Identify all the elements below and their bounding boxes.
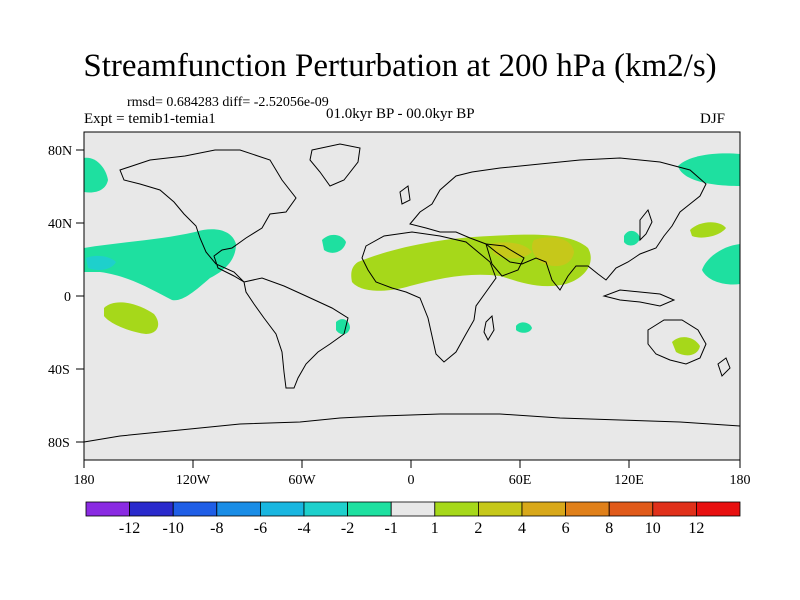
coast-north-america bbox=[119, 149, 297, 283]
rmsd-diff-stats: rmsd= 0.684283 diff= -2.52056e-09 bbox=[127, 95, 329, 110]
colorbar-label: 8 bbox=[605, 520, 613, 537]
neg-region-north-atlantic bbox=[322, 234, 346, 253]
lat-label-0: 0 bbox=[64, 290, 71, 305]
pos-region-australia bbox=[672, 337, 700, 356]
pos-region-north-pacific bbox=[690, 222, 726, 238]
colorbar-swatch bbox=[216, 501, 261, 517]
lon-label-180e: 180 bbox=[730, 473, 751, 488]
colorbar-label: 12 bbox=[688, 520, 704, 537]
lat-label-80s: 80S bbox=[48, 436, 70, 451]
colorbar-label: -2 bbox=[341, 520, 354, 537]
pos-region-north-africa-asia bbox=[351, 234, 591, 291]
neg-region-east-asia bbox=[624, 230, 640, 246]
coast-south-america bbox=[243, 277, 349, 389]
coast-indonesia bbox=[602, 289, 676, 307]
coast-antarctica bbox=[83, 413, 741, 443]
colorbar-swatch bbox=[347, 501, 392, 517]
coast-japan bbox=[639, 208, 653, 242]
colorbar-swatch bbox=[172, 501, 218, 517]
colorbar-swatch bbox=[652, 501, 697, 517]
colorbar-label: -4 bbox=[297, 520, 310, 537]
pos-region-south-pacific bbox=[104, 302, 159, 334]
neg-region-west-pacific bbox=[702, 244, 740, 285]
neg-region-indian-ocean bbox=[516, 322, 532, 333]
colorbar-swatch bbox=[477, 501, 523, 517]
neg-region-north-pacific-west bbox=[84, 157, 108, 193]
colorbar-swatch bbox=[434, 501, 479, 517]
colorbar-label: -1 bbox=[385, 520, 398, 537]
colorbar-swatch bbox=[521, 501, 566, 517]
lon-label-60w: 60W bbox=[288, 473, 316, 488]
colorbar-swatch bbox=[129, 501, 174, 517]
colorbar-label: 10 bbox=[645, 520, 661, 537]
colorbar-label: 2 bbox=[474, 520, 482, 537]
colorbar-label: 1 bbox=[431, 520, 439, 537]
neg-region-east-pacific bbox=[84, 229, 236, 301]
colorbar-swatch bbox=[696, 501, 741, 517]
neg-core-east-pacific bbox=[86, 255, 116, 270]
map-title: Streamfunction Perturbation at 200 hPa (… bbox=[83, 48, 717, 84]
coast-arabia bbox=[485, 243, 525, 277]
colorbar-label: 4 bbox=[518, 520, 526, 537]
season-label: DJF bbox=[700, 111, 726, 127]
colorbar-label: -8 bbox=[210, 520, 223, 537]
lon-label-180w: 180 bbox=[74, 473, 95, 488]
lat-label-40s: 40S bbox=[48, 363, 70, 378]
colorbar-label: -12 bbox=[119, 520, 140, 537]
coast-greenland bbox=[309, 143, 361, 187]
map-background bbox=[84, 132, 740, 460]
pos-core-india bbox=[532, 237, 574, 267]
colorbar-label: 6 bbox=[562, 520, 570, 537]
coast-new-zealand bbox=[717, 357, 731, 377]
coast-africa bbox=[361, 231, 497, 363]
experiment-label: Expt = temib1-temia1 bbox=[84, 111, 216, 127]
lat-label-80n: 80N bbox=[48, 144, 72, 159]
colorbar-label: -6 bbox=[254, 520, 267, 537]
colorbar-swatch bbox=[259, 501, 305, 517]
colorbar: -12 -10 -8 -6 -4 -2 -1 1 2 4 6 8 10 12 bbox=[85, 501, 741, 537]
coast-uk bbox=[399, 185, 411, 205]
coast-europe-asia bbox=[409, 157, 707, 291]
lon-label-120w: 120W bbox=[176, 473, 211, 488]
colorbar-swatch bbox=[303, 501, 348, 517]
period-label: 01.0kyr BP - 00.0kyr BP bbox=[326, 106, 475, 122]
contour-fills bbox=[84, 153, 740, 356]
lon-label-60e: 60E bbox=[509, 473, 532, 488]
latitude-axis bbox=[76, 149, 84, 443]
lon-label-120e: 120E bbox=[614, 473, 644, 488]
colorbar-swatch bbox=[565, 501, 610, 517]
neg-region-north-pacific-east bbox=[678, 153, 740, 186]
coastlines bbox=[83, 143, 741, 443]
coast-madagascar bbox=[483, 314, 495, 342]
colorbar-swatch bbox=[85, 501, 130, 517]
colorbar-swatch bbox=[608, 501, 654, 517]
lon-label-0: 0 bbox=[408, 473, 415, 488]
longitude-axis bbox=[83, 460, 741, 468]
lat-label-40n: 40N bbox=[48, 217, 72, 232]
colorbar-swatch bbox=[390, 501, 436, 517]
coast-australia bbox=[647, 319, 707, 365]
colorbar-label: -10 bbox=[163, 520, 184, 537]
